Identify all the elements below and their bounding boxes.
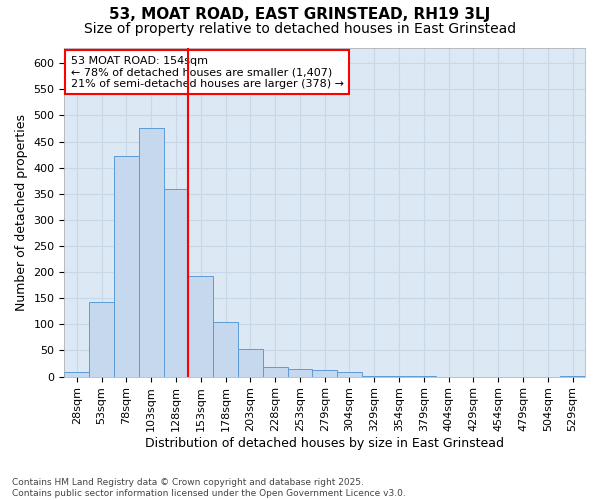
Bar: [287, 370, 313, 376]
Bar: [337, 372, 362, 376]
Text: Size of property relative to detached houses in East Grinstead: Size of property relative to detached ho…: [84, 22, 516, 36]
Text: Contains HM Land Registry data © Crown copyright and database right 2025.
Contai: Contains HM Land Registry data © Crown c…: [12, 478, 406, 498]
Bar: [114, 156, 139, 376]
Text: 53 MOAT ROAD: 154sqm
← 78% of detached houses are smaller (1,407)
21% of semi-de: 53 MOAT ROAD: 154sqm ← 78% of detached h…: [71, 56, 344, 89]
Text: 53, MOAT ROAD, EAST GRINSTEAD, RH19 3LJ: 53, MOAT ROAD, EAST GRINSTEAD, RH19 3LJ: [109, 8, 491, 22]
X-axis label: Distribution of detached houses by size in East Grinstead: Distribution of detached houses by size …: [145, 437, 504, 450]
Bar: [139, 128, 164, 376]
Bar: [188, 276, 213, 376]
Y-axis label: Number of detached properties: Number of detached properties: [15, 114, 28, 310]
Bar: [313, 370, 337, 376]
Bar: [89, 302, 114, 376]
Bar: [238, 349, 263, 376]
Bar: [213, 322, 238, 376]
Bar: [64, 372, 89, 376]
Bar: [164, 188, 188, 376]
Bar: [263, 367, 287, 376]
